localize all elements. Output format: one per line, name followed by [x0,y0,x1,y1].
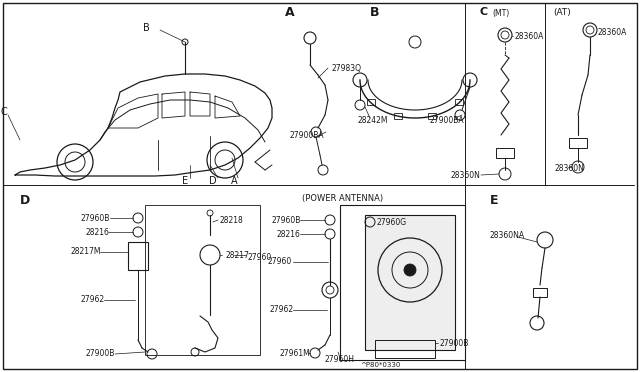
Bar [145,205,260,355]
Text: B: B [370,6,380,19]
Text: 28218: 28218 [220,215,244,224]
Bar [456,99,463,105]
Bar [428,113,436,119]
Text: 28216: 28216 [85,228,109,237]
Circle shape [404,264,416,276]
Text: (POWER ANTENNA): (POWER ANTENNA) [302,193,383,202]
Text: 28360A: 28360A [515,32,545,41]
Text: 27900BA: 27900BA [430,115,465,125]
Text: 28360A: 28360A [598,28,627,36]
Text: 27900B: 27900B [85,350,115,359]
Bar [128,242,148,270]
Bar [569,138,587,148]
Text: 28360N: 28360N [450,170,480,180]
Text: (MT): (MT) [492,9,509,17]
Text: 27960: 27960 [248,253,272,263]
Text: 28216: 28216 [277,230,301,238]
Text: 27900B: 27900B [440,339,469,347]
Bar [365,215,455,350]
Text: E: E [182,176,188,186]
Text: 27961M: 27961M [280,349,311,357]
Text: 28360N: 28360N [555,164,585,173]
Text: C: C [0,107,7,117]
Text: 27960: 27960 [268,257,292,266]
Text: D: D [209,176,217,186]
Text: 27983Q: 27983Q [332,64,362,73]
Bar [375,340,435,358]
Text: 27960H: 27960H [325,356,355,365]
Text: 27962: 27962 [80,295,104,305]
Text: A: A [285,6,294,19]
Text: 28360NA: 28360NA [490,231,525,240]
Text: C: C [480,7,488,17]
Text: 27960B: 27960B [80,214,109,222]
Text: 27960B: 27960B [272,215,301,224]
Bar [496,148,514,158]
Text: 27962: 27962 [270,305,294,314]
Text: E: E [490,193,499,206]
Text: 28217: 28217 [225,250,249,260]
Text: ^P80*0330: ^P80*0330 [360,362,401,368]
Bar [367,99,374,105]
Bar [394,113,402,119]
Text: A: A [230,176,237,186]
Text: (AT): (AT) [553,7,571,16]
Text: 28217M: 28217M [70,247,100,257]
Bar [340,205,465,360]
Text: D: D [20,193,30,206]
Text: 27900BA: 27900BA [290,131,324,140]
Bar [533,288,547,297]
Text: B: B [143,23,150,33]
Text: 28242M: 28242M [358,115,388,125]
Text: 27960G: 27960G [377,218,407,227]
